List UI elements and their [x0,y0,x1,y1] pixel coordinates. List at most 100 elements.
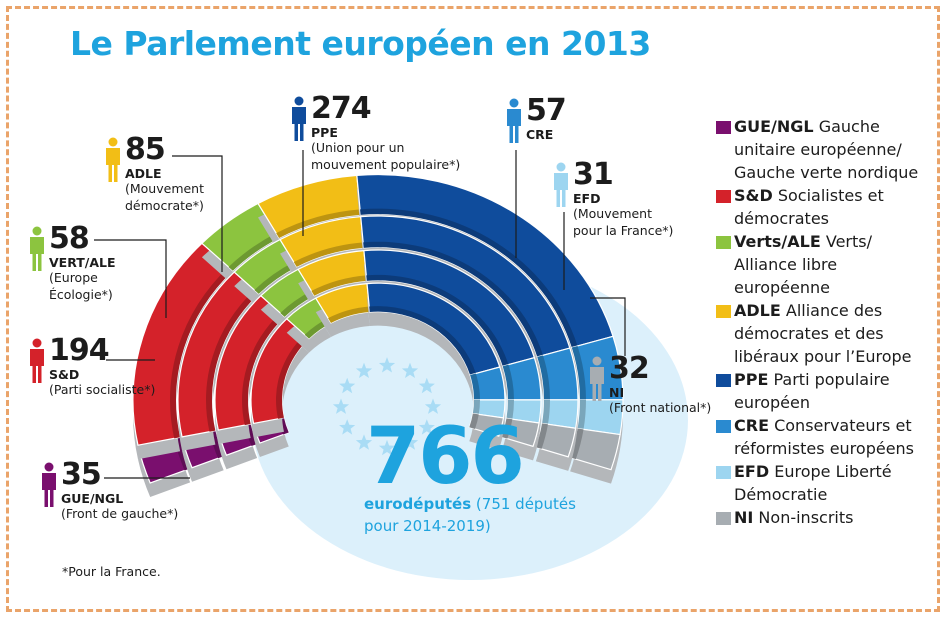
seat-wall-adle [276,209,361,238]
seat-wall-verts-ale [280,290,315,317]
seat-wall-cre [537,355,550,400]
seat-count: 31 [573,157,614,192]
legend-name: Non-inscrits [753,508,854,527]
star-icon [378,439,396,456]
person-icon [507,98,521,143]
legend-item-gue-ngl: GUE/NGL Gauche unitaire européenne/ Gauc… [714,115,936,184]
legend-swatch [716,512,731,525]
star-icon [332,398,350,414]
legend-item-adle: ADLE Alliance des démocrates et des libé… [714,299,936,368]
star-icon [355,434,373,450]
legend-swatch [716,374,731,387]
legend-abbr: GUE/NGL [734,117,814,136]
group-abbr: GUE/NGL [61,491,124,506]
seat-count: 194 [49,333,110,368]
footnote: *Pour la France. [62,564,161,579]
star-icon [355,362,373,378]
legend-item-ppe: PPE Parti populaire européen [714,368,936,414]
legend-item-ni: NI Non-inscrits [714,506,936,529]
french-party: (Front de gauche*) [61,505,179,521]
seat-wall-efd [472,399,480,415]
seat-wall-verts-ale [228,233,280,271]
group-abbr: PPE [311,125,338,140]
seat-wall-cre [502,364,514,400]
party-label-verts-ale: 58 VERT/ALE (Europe Écologie*) [49,224,159,304]
seat-wall-ppe [360,208,578,348]
legend-name: Alliance des démocrates et des libéraux … [734,301,912,366]
person-icon [30,338,44,383]
legend-name: Europe Liberté Démocratie [734,462,892,504]
legend-abbr: EFD [734,462,770,481]
french-party: (Union pour un mouvement populaire*) [311,139,461,172]
total-caption-bold: eurodéputés [364,495,472,513]
group-abbr: NI [609,385,625,400]
legend-item-verts-ale: Verts/ALE Verts/ Alliance libre européen… [714,230,936,299]
row-4 [250,282,506,458]
seat-wall-s-d [242,313,285,426]
person-icon [30,226,44,271]
seat-wall-s-d [206,289,259,432]
person-icon [292,96,306,141]
seat-wall-ppe [369,306,476,376]
eu-stars [332,357,442,456]
person-icon [42,462,56,507]
star-icon [418,419,435,435]
french-party: (Europe Écologie*) [49,269,113,302]
star-icon [418,377,435,394]
party-label-ppe: 274 PPE (Union pour un mouvement populaire… [311,94,481,174]
seat-wall-efd [542,399,550,425]
seat-count: 58 [49,221,90,256]
seat-wall-adle [293,242,364,267]
group-abbr: EFD [573,191,601,206]
legend-item-s-d: S&D Socialistes et démocrates [714,184,936,230]
seat-wall-adle [311,275,367,296]
legend-abbr: NI [734,508,754,527]
seat-count: 85 [125,132,166,167]
person-icon [106,137,120,182]
french-party: (Parti socialiste*) [49,381,156,397]
seat-wall-ppe [363,241,544,357]
total-caption-rest: (751 députés pour 2014-2019) [364,495,576,535]
group-abbr: ADLE [125,166,162,181]
legend-name: Verts/ Alliance libre européenne [734,232,872,297]
legend-swatch [716,190,731,203]
seat-wall-efd [506,399,515,420]
total-value: 766 [366,412,525,502]
party-label-cre: 57 CRE [526,93,567,142]
legend-name: Parti populaire européen [734,370,890,412]
star-icon [424,398,442,414]
seat-wall-cre [470,373,480,400]
legend-swatch [716,305,731,318]
leader-line-adle [172,155,223,272]
legend: GUE/NGL Gauche unitaire européenne/ Gauc… [714,115,936,529]
seat-wall-ni [469,413,479,429]
seat-count: 57 [526,93,567,128]
party-label-efd: 31 EFD (Mouvement pour la France*) [573,160,683,240]
seat-wall-ni [535,423,548,449]
french-party: (Mouvement démocrate*) [125,180,205,213]
group-abbr: S&D [49,367,80,382]
star-icon [378,357,396,373]
person-icon [554,162,568,207]
seat-count: 35 [61,457,102,492]
legend-abbr: Verts/ALE [734,232,821,251]
person-icon [590,356,604,401]
total-caption: eurodéputés (751 députés pour 2014-2019) [364,493,614,537]
leader-line-ni [590,297,626,356]
seat-count: 32 [609,351,650,386]
french-party: (Mouvement pour la France*) [573,205,674,238]
seat-block-ni [468,412,505,437]
party-label-s-d: 194 S&D (Parti socialiste*) [49,336,155,399]
seat-wall-ni [501,418,513,439]
seat-wall-s-d [170,266,233,439]
legend-name: Socialistes et démocrates [734,186,884,228]
seat-wall-cre [571,345,586,400]
dashed-border [6,6,940,612]
party-label-adle: 85 ADLE (Mouvement démocrate*) [125,135,235,215]
seat-wall-s-d [276,334,310,419]
legend-swatch [716,466,731,479]
party-label-gue-ngl: 35 GUE/NGL (Front de gauche*) [61,460,178,523]
group-abbr: CRE [526,127,554,142]
seat-wall-efd [577,399,586,430]
